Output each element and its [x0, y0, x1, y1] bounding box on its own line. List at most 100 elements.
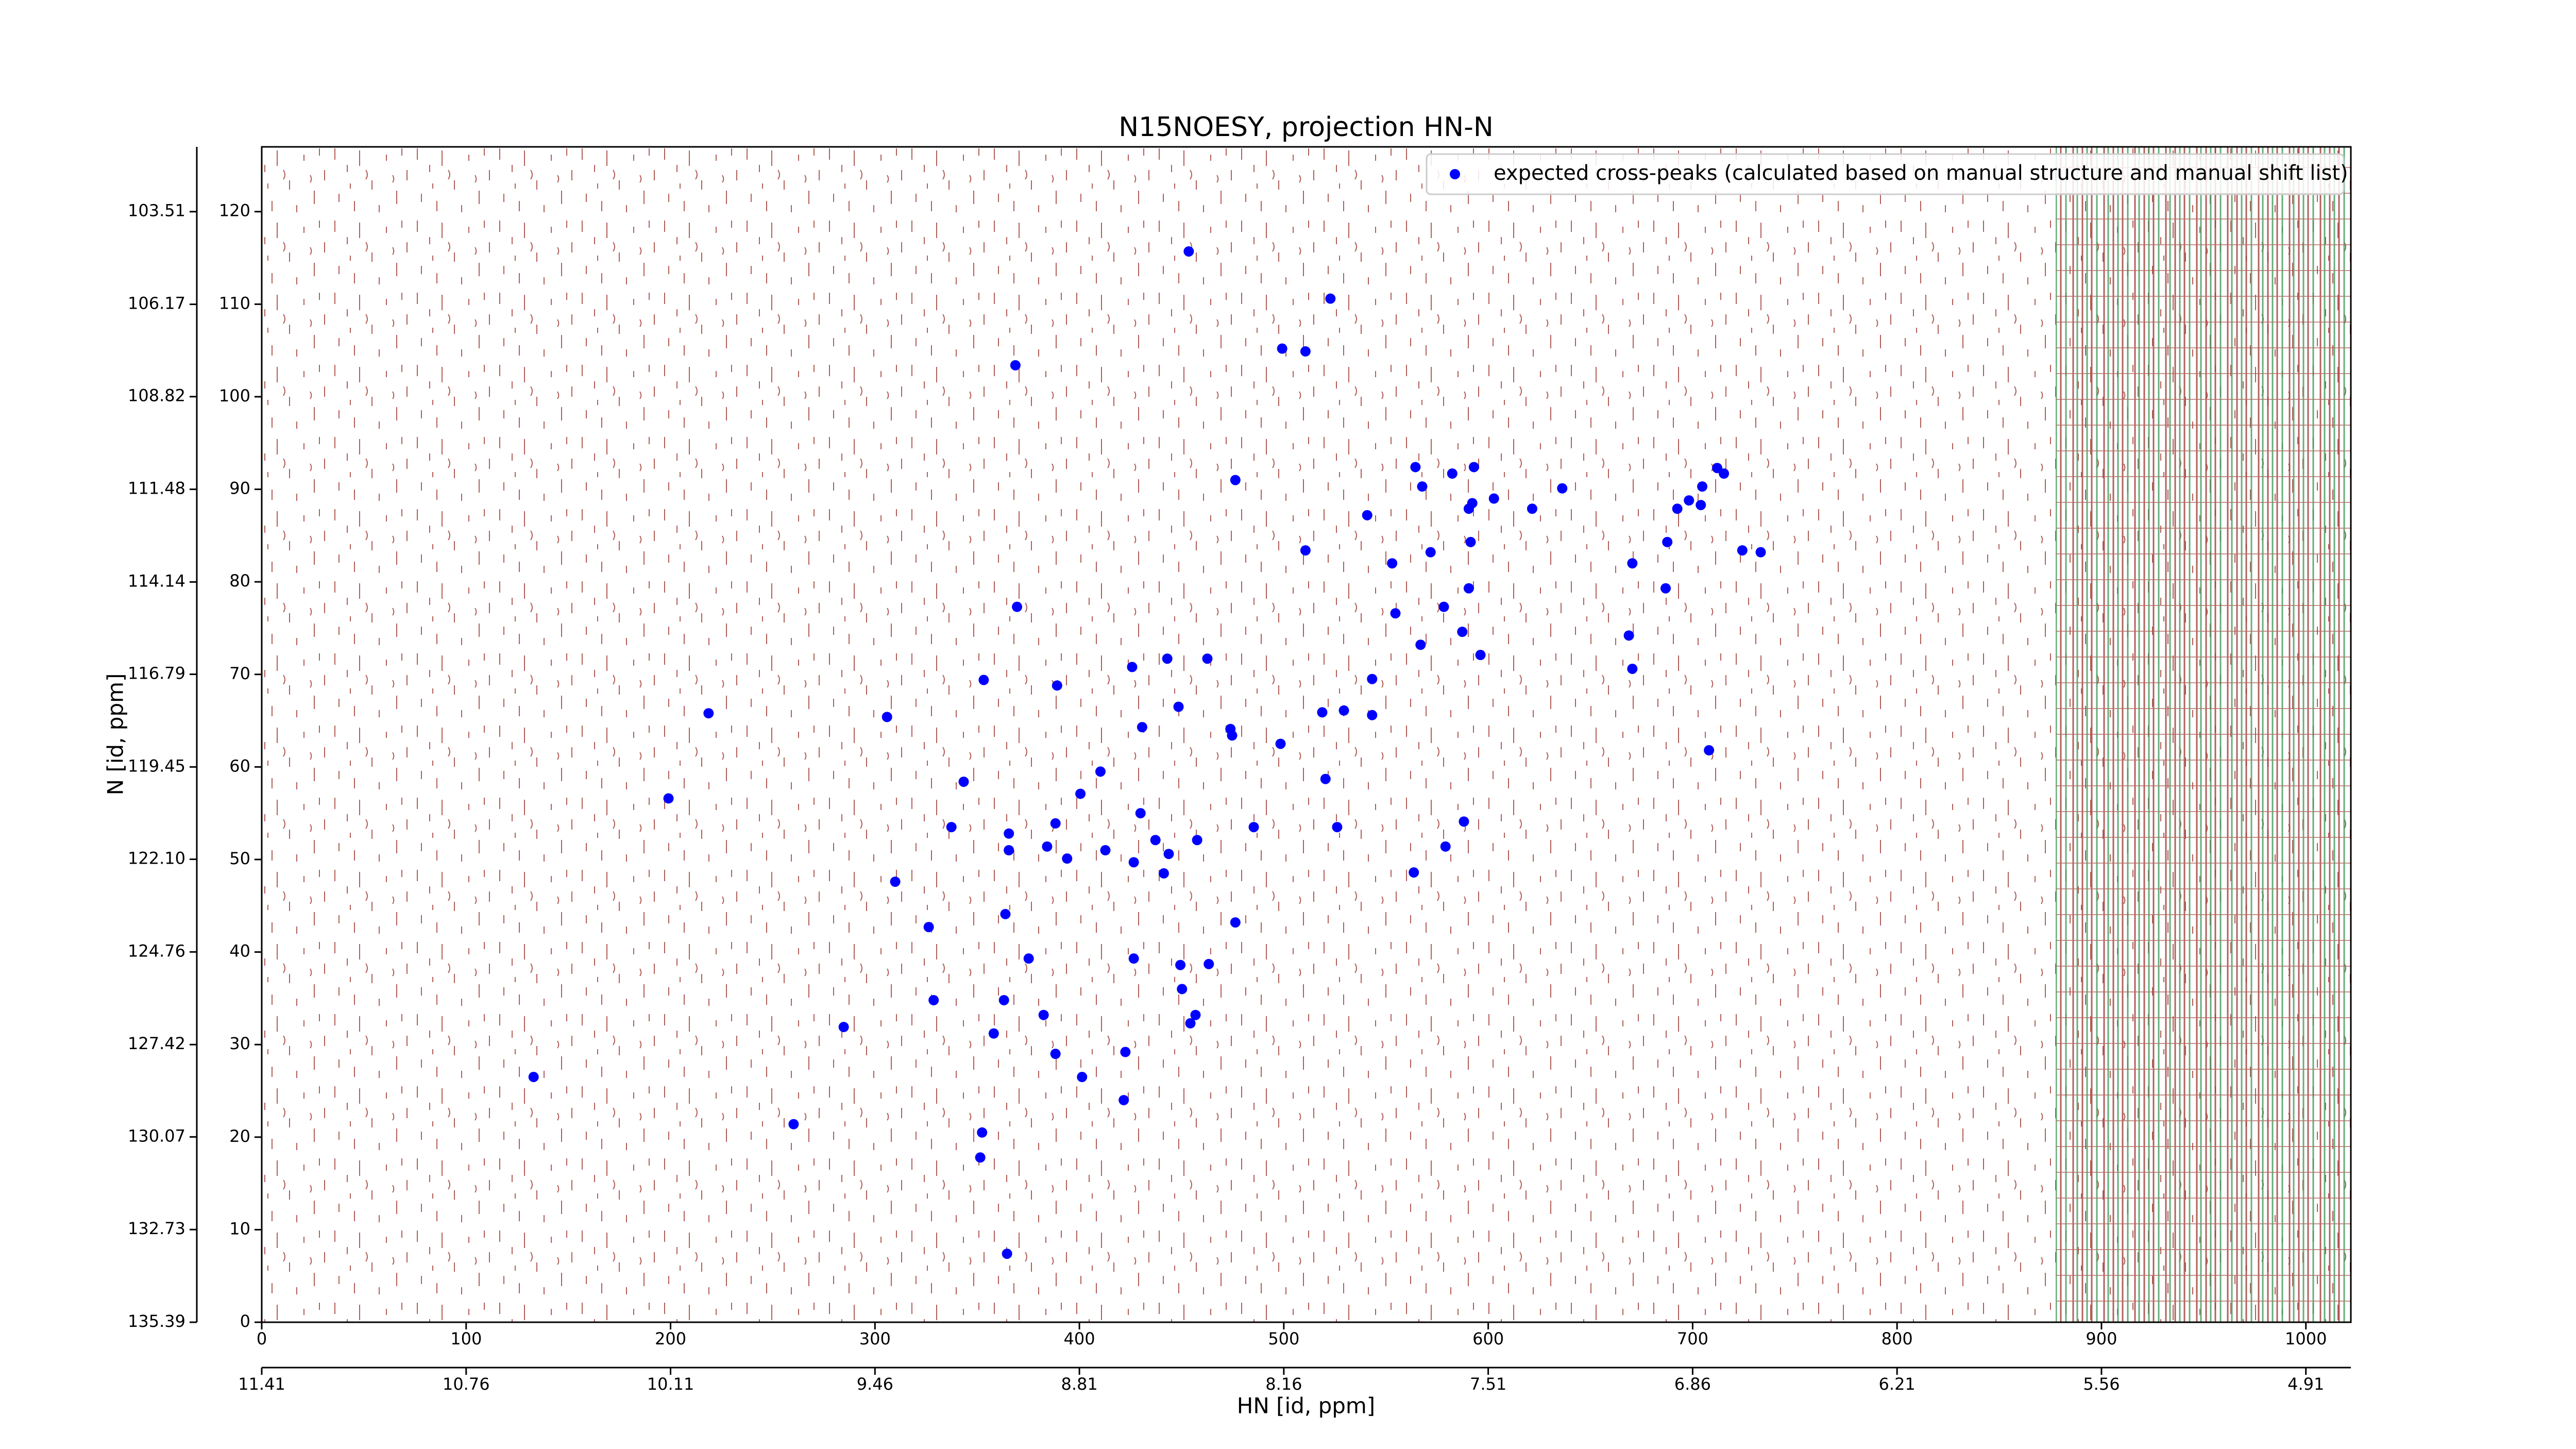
- peak-marker: [1737, 545, 1748, 556]
- x-tick-label: 600: [1472, 1329, 1504, 1349]
- y2-tick-label: 119.45: [128, 756, 185, 776]
- peak-marker: [1662, 536, 1673, 547]
- peak-marker: [1627, 663, 1638, 674]
- x-tick-label: 400: [1064, 1329, 1095, 1349]
- contour-noise: [262, 147, 2351, 1322]
- x2-tick-label: 9.46: [857, 1374, 893, 1394]
- peak-marker: [1367, 673, 1378, 684]
- peak-marker: [998, 995, 1009, 1005]
- peak-marker: [1202, 653, 1213, 664]
- peak-marker: [1425, 547, 1436, 558]
- y2-tick-label: 124.76: [128, 941, 185, 961]
- peak-marker: [1038, 1009, 1049, 1020]
- y-tick-label: 90: [229, 479, 250, 498]
- peak-marker: [1438, 601, 1449, 612]
- x-tick-label: 1000: [2285, 1329, 2327, 1349]
- x2-tick-label: 10.76: [443, 1374, 490, 1394]
- peak-marker: [1300, 545, 1311, 556]
- x-tick-label: 300: [859, 1329, 891, 1349]
- y2-tick-label: 111.48: [128, 479, 185, 498]
- peak-marker: [1128, 857, 1139, 868]
- peak-marker: [1230, 475, 1241, 485]
- peak-marker: [978, 675, 989, 685]
- y-tick-label: 100: [219, 386, 250, 406]
- peak-marker: [1192, 835, 1202, 846]
- peak-marker: [890, 877, 901, 887]
- peak-marker: [1447, 468, 1458, 479]
- y2-tick-label: 106.17: [128, 294, 185, 313]
- peak-marker: [1755, 547, 1766, 558]
- peak-marker: [1177, 984, 1188, 995]
- peak-marker: [1475, 650, 1486, 661]
- spectrum-background: [262, 147, 2351, 1322]
- peak-marker: [1004, 828, 1014, 839]
- peak-marker: [1488, 493, 1499, 504]
- peak-marker: [1010, 360, 1021, 370]
- peak-marker: [1409, 867, 1419, 878]
- peak-marker: [1457, 627, 1468, 637]
- peak-marker: [1150, 835, 1161, 846]
- chart-title: N15NOESY, projection HN-N: [1118, 112, 1493, 143]
- peak-marker: [528, 1072, 539, 1083]
- peak-marker: [1163, 849, 1174, 860]
- peak-marker: [1135, 808, 1146, 819]
- peak-marker: [1120, 1047, 1131, 1057]
- peak-marker: [663, 793, 674, 804]
- peak-marker: [1463, 503, 1474, 514]
- peak-marker: [1248, 822, 1259, 833]
- y2-tick-label: 127.42: [128, 1034, 185, 1053]
- peak-marker: [1185, 1018, 1196, 1029]
- peak-marker: [1696, 500, 1706, 511]
- peak-marker: [1300, 346, 1311, 357]
- peak-marker: [1175, 959, 1186, 970]
- peak-marker: [958, 777, 969, 787]
- peak-marker: [1367, 710, 1378, 720]
- x-tick-label: 700: [1677, 1329, 1708, 1349]
- peak-marker: [928, 995, 939, 1005]
- peak-marker: [1275, 738, 1286, 749]
- peak-marker: [1410, 462, 1421, 473]
- peak-marker: [1719, 468, 1730, 479]
- y-tick-label: 120: [219, 201, 250, 221]
- peak-marker: [1320, 773, 1331, 784]
- x2-tick-label: 10.11: [647, 1374, 694, 1394]
- peak-marker: [1004, 845, 1014, 856]
- peak-marker: [1050, 818, 1061, 829]
- peak-marker: [1183, 246, 1194, 257]
- peak-marker: [1387, 558, 1398, 569]
- y-tick-label: 20: [229, 1126, 250, 1146]
- peak-marker: [703, 708, 714, 719]
- peak-marker: [1062, 853, 1073, 864]
- peak-marker: [1390, 608, 1401, 619]
- peak-marker: [1468, 462, 1479, 473]
- peak-marker: [1002, 1249, 1012, 1259]
- peak-marker: [1173, 701, 1184, 712]
- peak-marker: [1118, 1094, 1129, 1105]
- legend-marker: [1450, 169, 1460, 179]
- peak-marker: [1527, 503, 1537, 514]
- y2-tick-label: 103.51: [128, 201, 185, 221]
- peak-marker: [1325, 293, 1336, 304]
- x-tick-label: 0: [257, 1329, 267, 1349]
- peak-marker: [1332, 822, 1343, 833]
- legend-label: expected cross-peaks (calculated based o…: [1494, 161, 2348, 185]
- peak-marker: [1050, 1049, 1061, 1059]
- y2-tick-label: 114.14: [128, 571, 185, 591]
- x-tick-label: 200: [655, 1329, 686, 1349]
- peak-marker: [1417, 481, 1428, 492]
- peak-marker: [1277, 343, 1287, 354]
- peak-marker: [1684, 495, 1694, 506]
- peak-marker: [1459, 816, 1469, 827]
- peak-marker: [1660, 583, 1671, 594]
- plot-frame: [261, 146, 2352, 1323]
- x2-tick-label: 8.16: [1265, 1374, 1302, 1394]
- peak-marker: [1128, 953, 1139, 964]
- peak-marker: [1338, 705, 1349, 716]
- peak-marker: [1557, 483, 1568, 494]
- peak-marker: [1095, 766, 1106, 777]
- y-tick-label: 110: [219, 293, 250, 313]
- peak-marker: [1317, 707, 1328, 718]
- y-tick-label: 80: [229, 571, 250, 591]
- peak-marker: [1000, 908, 1011, 919]
